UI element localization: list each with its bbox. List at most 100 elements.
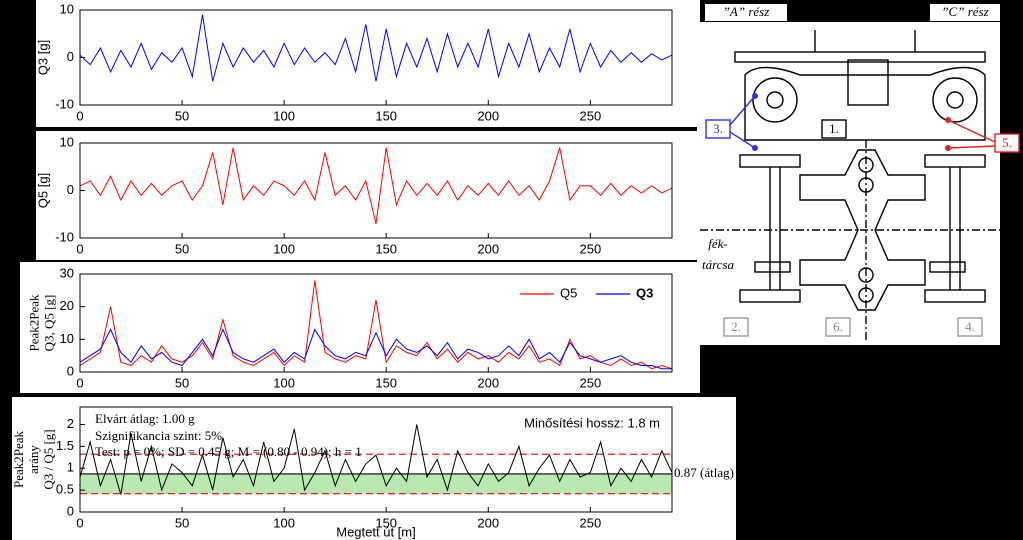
bolt [858,267,874,283]
header-box [930,4,1000,21]
label-box [957,317,983,337]
brake-disc [754,261,791,273]
annotation: Szignifikancia szint: 5% [95,428,222,443]
leader [729,131,756,149]
plot-frame [79,273,673,373]
x-tick-label: 0 [76,375,83,390]
x-tick-label: 150 [375,108,397,123]
label-box [994,133,1020,153]
diagram-header: ”A” rész [723,4,770,19]
x-tick-label: 50 [175,375,189,390]
y-tick-label: 10 [60,331,74,346]
y-tick-label: 0 [67,182,74,197]
annotation: Minősítési hossz: 1.8 m [524,415,660,430]
plot-frame [79,142,673,239]
header-box [705,4,787,21]
x-axis-label: Megtett út [m] [336,524,415,539]
y-tick-label: 2 [67,416,74,431]
bolt [858,177,874,193]
bolt [858,287,874,303]
x-tick-label: 100 [273,108,295,123]
y-axis-label: arány [26,445,41,474]
x-tick-label: 200 [477,108,499,123]
bogie-frame [799,149,926,311]
leader [947,119,996,143]
x-tick-label: 100 [273,375,295,390]
axle-box [924,289,986,303]
axle-box [924,154,986,168]
x-tick-label: 0 [76,515,83,530]
car-body [734,51,986,63]
diagram-label: 5. [1002,135,1012,150]
x-tick-label: 250 [579,241,601,256]
diagram-header: ”C” rész [941,4,988,19]
diagram-label: tárcsa [702,257,735,272]
frame [744,66,986,141]
wheel [752,77,798,123]
y-tick-label: 10 [60,134,74,149]
y-tick-label: 0 [67,49,74,64]
y-axis-label: Peak2Peak [26,294,41,352]
y-tick-label: -10 [55,96,74,111]
annotation: Elvárt átlag: 1.00 g [95,411,195,426]
plot-frame [79,406,673,513]
x-tick-label: 50 [175,108,189,123]
hub [766,91,784,109]
label-box [723,317,749,337]
x-tick-label: 50 [175,241,189,256]
series-line [79,328,672,370]
x-tick-label: 250 [579,108,601,123]
bogie-diagram: ”A” rész ”C” rész [697,4,1020,345]
x-tick-label: 200 [477,515,499,530]
annotation: Test: p = 0%; SD = 0.45 g; M = (0.80 - 0… [95,444,362,459]
x-tick-label: 200 [477,375,499,390]
plot-area [80,407,672,512]
y-tick-label: -10 [55,229,74,244]
y-axis-label: Q3, Q5 [g] [41,295,56,352]
plot-area [80,10,672,105]
leader [729,95,756,126]
y-tick-label: 10 [60,1,74,16]
diagram-label: 6. [833,319,843,334]
y-axis-label: Q3 / Q5 [g] [41,429,56,489]
band [80,473,672,494]
y-tick-label: 1.5 [56,438,74,453]
reference-label: 0.87 (átlag) [674,465,734,480]
wheel [932,77,978,123]
y-tick-label: 0 [67,503,74,518]
x-tick-label: 150 [375,241,397,256]
y-axis-label: Q3 [g] [35,40,50,75]
hub [946,91,964,109]
x-tick-label: 0 [76,108,83,123]
y-tick-label: 0.5 [56,482,74,497]
label-box [821,119,847,139]
label-box [705,119,731,139]
y-tick-label: 0 [67,363,74,378]
diagram-label: fék- [708,236,727,251]
diagram-label: 2. [731,319,741,334]
x-tick-label: 200 [477,241,499,256]
y-tick-label: 30 [60,265,74,280]
y-tick-label: 20 [60,298,74,313]
x-tick-label: 50 [175,515,189,530]
x-tick-label: 150 [375,375,397,390]
series-line [79,424,673,495]
brake-disc [929,261,966,273]
x-tick-label: 250 [579,515,601,530]
x-tick-label: 150 [375,515,397,530]
legend-label: Q5 [560,285,577,300]
series-line [79,14,673,82]
diagram-label: 3. [713,121,723,136]
bolt [858,157,874,173]
y-tick-label: 1 [67,460,74,475]
plot-frame [79,9,673,106]
y-axis-label: Peak2Peak [11,430,26,488]
x-tick-label: 0 [76,241,83,256]
y-axis-label: Q5 [g] [35,173,50,208]
series-line [79,147,673,224]
series-line [79,280,673,370]
x-tick-label: 100 [273,241,295,256]
label-box [825,317,851,337]
legend-label: Q3 [636,285,653,300]
